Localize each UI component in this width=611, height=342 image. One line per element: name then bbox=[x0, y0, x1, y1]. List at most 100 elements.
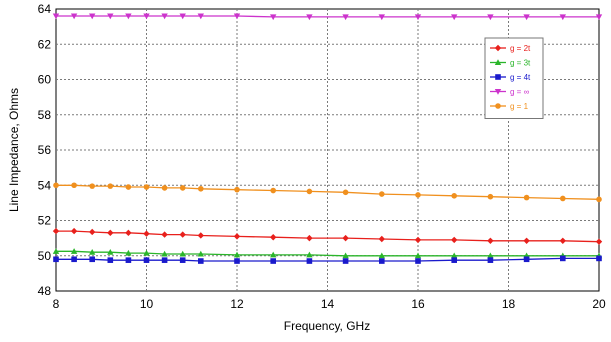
legend-item: g = 4t bbox=[490, 73, 531, 82]
data-point bbox=[70, 13, 78, 20]
data-point bbox=[143, 257, 150, 263]
y-tick-label: 58 bbox=[38, 108, 52, 122]
data-point bbox=[89, 249, 96, 255]
series-line bbox=[56, 250, 599, 257]
data-point bbox=[161, 13, 168, 20]
data-point bbox=[306, 258, 313, 264]
data-point bbox=[107, 249, 114, 255]
data-point bbox=[70, 248, 78, 254]
x-tick-label: 10 bbox=[140, 297, 154, 311]
legend-label: g = 3t bbox=[510, 59, 531, 68]
data-point bbox=[487, 14, 494, 21]
data-point bbox=[378, 14, 385, 21]
legend-marker bbox=[495, 103, 501, 109]
y-tick-label: 50 bbox=[38, 249, 52, 263]
data-point bbox=[560, 195, 566, 202]
y-tick-label: 56 bbox=[38, 143, 52, 157]
data-point bbox=[415, 192, 421, 198]
x-tick-label: 14 bbox=[321, 297, 335, 311]
data-point bbox=[342, 258, 349, 264]
data-point bbox=[342, 252, 349, 259]
data-point bbox=[342, 234, 349, 242]
data-point bbox=[270, 258, 276, 264]
series-line bbox=[56, 257, 599, 262]
data-point bbox=[143, 230, 150, 237]
series-2 bbox=[53, 255, 602, 264]
data-point bbox=[107, 257, 114, 263]
data-point bbox=[234, 186, 240, 193]
x-tick-label: 20 bbox=[592, 297, 606, 311]
data-point bbox=[487, 252, 494, 259]
legend-label: g = ∞ bbox=[510, 88, 530, 97]
series-line bbox=[56, 15, 599, 18]
y-tick-label: 52 bbox=[38, 214, 52, 228]
legend-label: g = 2t bbox=[510, 44, 531, 53]
data-point bbox=[595, 14, 603, 21]
x-tick-label: 16 bbox=[411, 297, 425, 311]
data-point bbox=[179, 250, 186, 257]
data-point bbox=[523, 237, 530, 244]
data-point bbox=[52, 227, 60, 235]
data-point bbox=[198, 258, 204, 264]
series-3 bbox=[52, 13, 603, 21]
data-point bbox=[523, 256, 530, 263]
data-point bbox=[451, 14, 458, 21]
legend-marker bbox=[494, 44, 502, 52]
data-point bbox=[70, 227, 78, 235]
x-tick-label: 8 bbox=[53, 297, 60, 311]
data-point bbox=[415, 258, 421, 264]
data-point bbox=[234, 258, 240, 264]
data-point bbox=[378, 235, 385, 243]
data-point bbox=[89, 183, 95, 189]
data-point bbox=[161, 257, 168, 263]
data-point bbox=[596, 255, 602, 262]
data-point bbox=[89, 13, 96, 20]
data-point bbox=[306, 234, 313, 242]
data-point bbox=[53, 256, 59, 263]
x-tick-label: 12 bbox=[230, 297, 244, 311]
legend-item: g = 2t bbox=[490, 44, 531, 53]
series-line bbox=[56, 184, 600, 200]
data-point bbox=[71, 256, 77, 263]
data-point bbox=[342, 189, 349, 196]
data-point bbox=[414, 14, 422, 21]
x-tick-label: 18 bbox=[502, 297, 516, 311]
data-point bbox=[233, 251, 241, 258]
data-point bbox=[89, 256, 95, 263]
data-point bbox=[487, 257, 494, 263]
legend-marker bbox=[494, 88, 502, 95]
data-point bbox=[143, 13, 150, 20]
legend-label: g = 4t bbox=[510, 73, 531, 82]
data-point bbox=[414, 252, 422, 259]
x-axis-label: Frequency, GHz bbox=[284, 319, 370, 333]
series-4 bbox=[53, 182, 602, 203]
y-tick-label: 48 bbox=[38, 284, 52, 298]
data-point bbox=[306, 188, 313, 195]
data-point bbox=[270, 251, 277, 258]
data-point bbox=[523, 14, 530, 21]
y-axis-label: Line Impedance, Ohms bbox=[7, 88, 21, 212]
data-point bbox=[53, 182, 59, 189]
data-point bbox=[559, 14, 566, 21]
data-point bbox=[125, 249, 132, 256]
legend-marker bbox=[494, 59, 502, 66]
data-point bbox=[107, 13, 114, 20]
legend: g = 2t g = 3t g = 4t g = ∞ g = 1 bbox=[484, 37, 544, 119]
data-point bbox=[523, 194, 530, 201]
data-point bbox=[487, 193, 494, 200]
data-point bbox=[143, 184, 150, 190]
data-point bbox=[451, 252, 458, 259]
data-point bbox=[179, 257, 186, 263]
data-point bbox=[52, 13, 60, 20]
data-point bbox=[125, 229, 132, 237]
legend-item: g = 3t bbox=[490, 59, 531, 68]
legend-item: g = 1 bbox=[490, 102, 529, 111]
legend-box bbox=[484, 37, 544, 119]
data-point bbox=[125, 13, 132, 20]
data-point bbox=[342, 14, 349, 21]
data-point bbox=[270, 14, 277, 21]
data-point bbox=[52, 248, 60, 254]
data-point bbox=[143, 249, 150, 256]
data-point bbox=[270, 234, 277, 241]
